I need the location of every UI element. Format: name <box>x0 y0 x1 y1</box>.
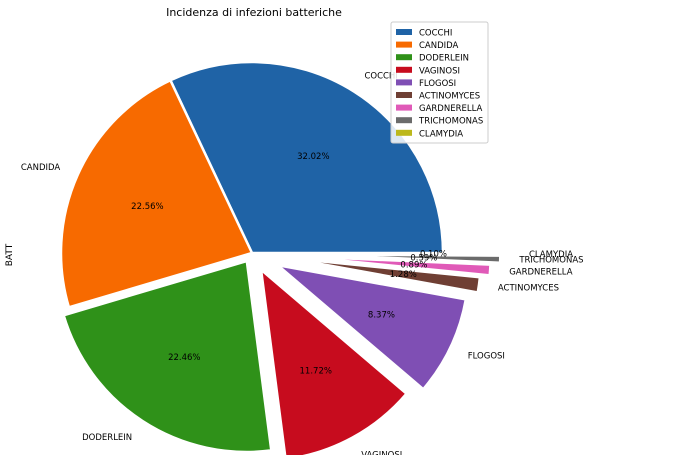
slice-gardnerella <box>298 255 492 277</box>
percent-label-candida: 22.56% <box>131 202 163 212</box>
legend-label-flogosi: FLOGOSI <box>419 79 456 89</box>
chart-title: Incidenza di infezioni batteriche <box>166 6 342 19</box>
category-label-candida: CANDIDA <box>21 163 61 173</box>
legend-label-actinomyces: ACTINOMYCES <box>419 92 480 102</box>
slice-doderlein <box>62 259 273 454</box>
legend-label-trichomonas: TRICHOMONAS <box>418 117 483 127</box>
legend-swatch-cocchi <box>396 29 412 35</box>
percent-label-clamydia: 0.10% <box>420 250 447 260</box>
category-label-flogosi: FLOGOSI <box>468 351 505 361</box>
slice-clamydia <box>317 251 512 256</box>
legend-swatch-doderlein <box>396 54 412 61</box>
legend-swatch-actinomyces <box>396 92 412 98</box>
legend-swatch-vaginosi <box>396 66 412 73</box>
slice-flogosi <box>276 264 468 391</box>
category-label-doderlein: DODERLEIN <box>82 433 132 443</box>
y-axis-label: BATT <box>5 243 15 266</box>
percent-label-gardnerella: 0.89% <box>400 261 427 271</box>
slice-candida <box>59 79 254 309</box>
legend-label-doderlein: DODERLEIN <box>419 54 469 64</box>
legend-label-gardnerella: GARDNERELLA <box>419 104 483 114</box>
pie-slices <box>59 60 512 459</box>
percent-label-vaginosi: 11.72% <box>300 367 332 377</box>
percent-label-doderlein: 22.46% <box>168 353 200 363</box>
legend-label-clamydia: CLAMYDIA <box>419 129 463 139</box>
slice-trichomonas <box>308 253 502 264</box>
slice-cocchi <box>169 60 445 255</box>
percent-label-flogosi: 8.37% <box>368 310 395 320</box>
legend-frame <box>390 21 489 144</box>
percent-label-actinomyces: 1.28% <box>390 270 417 280</box>
category-label-clamydia: CLAMYDIA <box>529 250 573 260</box>
legend-label-vaginosi: VAGINOSI <box>419 66 460 76</box>
category-label-gardnerella: GARDNERELLA <box>509 267 573 277</box>
percent-label-trichomonas: 0.59% <box>410 253 437 263</box>
legend-swatch-gardnerella <box>396 104 412 111</box>
legend-swatch-flogosi <box>396 79 412 86</box>
legend: COCCHI CANDIDA DODERLEIN VAGINOSI FLOGOSI ACT… <box>390 21 489 144</box>
category-label-trichomonas: TRICHOMONAS <box>518 256 583 266</box>
legend-label-candida: CANDIDA <box>419 41 459 51</box>
category-label-vaginosi: VAGINOSI <box>361 450 402 455</box>
slice-actinomyces <box>288 257 482 294</box>
legend-label-cocchi: COCCHI <box>419 29 452 39</box>
legend-swatch-trichomonas <box>396 117 412 124</box>
category-label-actinomyces: ACTINOMYCES <box>498 284 559 294</box>
percent-labels: 32.02% 22.56% 22.46% 11.72% 8.37% 1.28%0.89%0… <box>131 152 447 376</box>
legend-swatch-candida <box>396 41 412 48</box>
legend-swatch-clamydia <box>396 129 412 136</box>
percent-label-cocchi: 32.02% <box>297 152 329 162</box>
category-label-cocchi: COCCHI <box>364 72 397 82</box>
